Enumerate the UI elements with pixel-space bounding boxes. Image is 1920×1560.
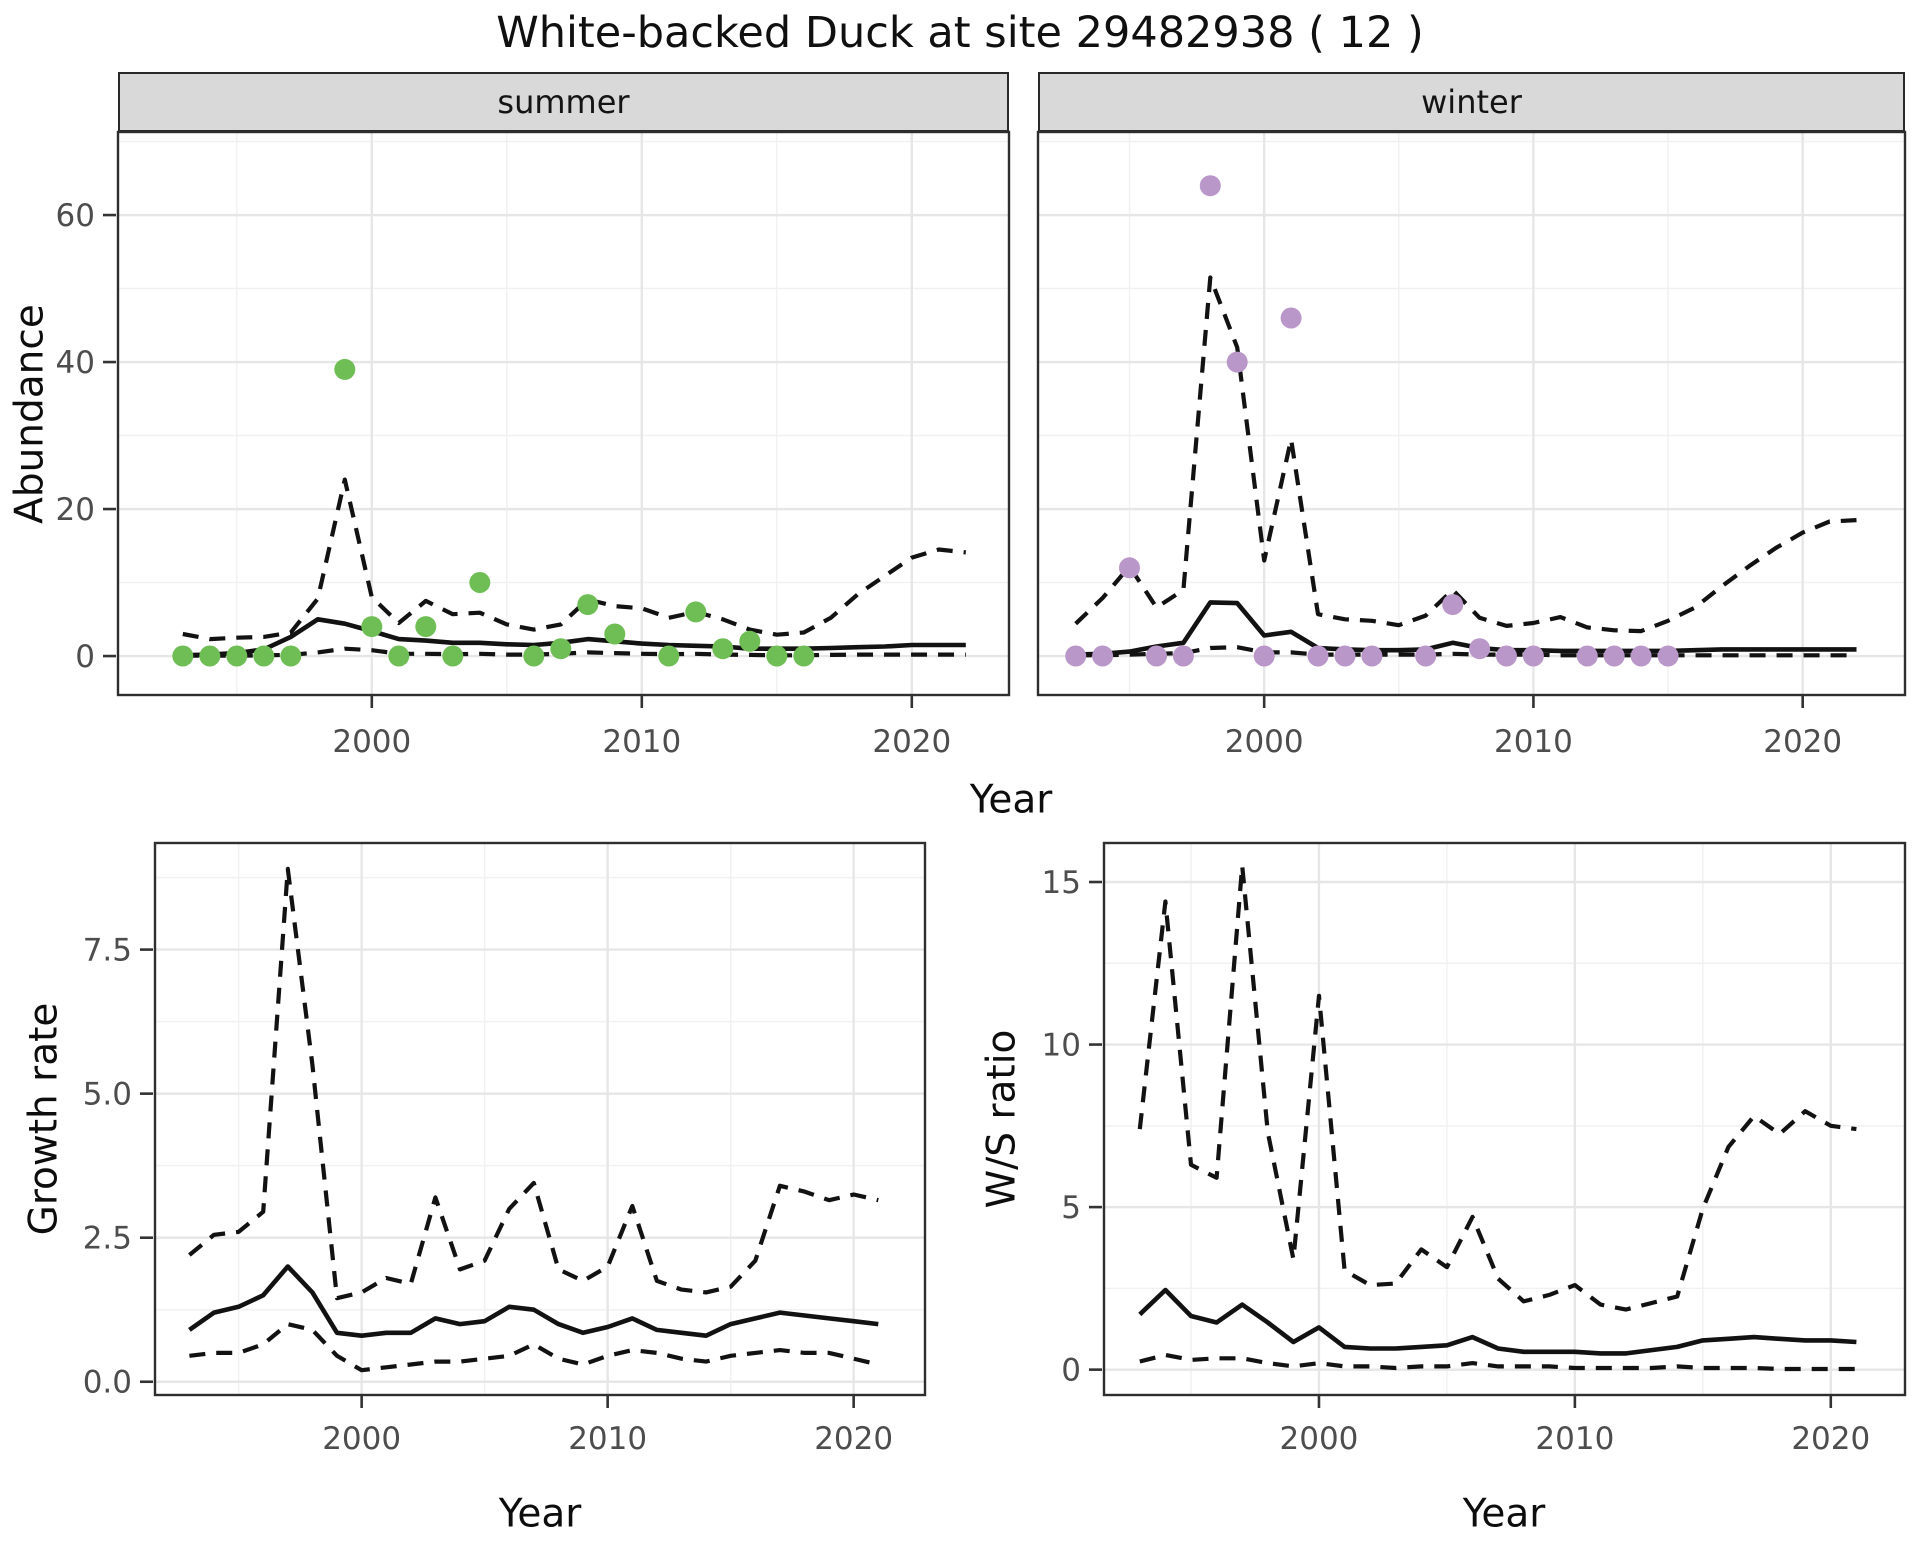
abundance_winter-observation-point	[1280, 307, 1302, 329]
abundance_summer-observation-point	[712, 638, 734, 660]
abundance_summer-observation-point	[766, 645, 788, 667]
abundance_summer-observation-point	[199, 645, 221, 667]
growth_rate-y-tick-label: 5.0	[83, 1077, 132, 1113]
abundance_summer-observation-point	[793, 645, 815, 667]
growth_rate-y-tick-label: 2.5	[83, 1221, 132, 1257]
abundance_summer-panel-border	[116, 130, 1011, 697]
ws_ratio-lower_ci_dashed-line	[1139, 1352, 1857, 1372]
abundance_winter-observation-point	[1065, 645, 1087, 667]
abundance_summer-observation-point	[739, 630, 761, 652]
abundance_summer-median_solid-line	[182, 617, 966, 658]
abundance_summer-observation-point	[577, 594, 599, 616]
abundance_winter-observation-point	[1172, 645, 1194, 667]
abundance_summer-upper_ci_dashed-line	[182, 477, 967, 642]
y-axis-title-growth-rate: Growth rate	[21, 1002, 67, 1236]
abundance_winter-observation-point	[1496, 645, 1517, 667]
abundance_summer-observation-point	[172, 645, 194, 667]
plot-title: White-backed Duck at site 29482938 ( 12 …	[496, 8, 1424, 58]
abundance_summer-observation-point	[685, 601, 707, 623]
abundance_summer-observation-point	[334, 358, 356, 380]
abundance_winter-observation-point	[1657, 645, 1679, 667]
abundance_summer-observation-point	[226, 645, 248, 667]
abundance_winter-lower_ci_dashed-line	[1075, 645, 1857, 658]
abundance_summer-observation-point	[469, 572, 491, 593]
y-axis-title-abundance: Abundance	[7, 304, 53, 524]
growth_rate-y-tick-label: 0.0	[83, 1365, 132, 1401]
abundance_winter-panel-background	[1038, 132, 1905, 695]
abundance_summer-observation-point	[550, 638, 572, 660]
y-axis-title-ws-ratio: W/S ratio	[979, 1029, 1025, 1209]
facet-strip-winter-label: winter	[1421, 83, 1522, 121]
abundance_winter-upper_ci_dashed-line	[1074, 275, 1857, 634]
ws_ratio-x-tick-label: 2000	[1280, 1421, 1359, 1457]
abundance_summer-observation-point	[523, 645, 545, 667]
growth_rate-median_solid-line	[188, 1264, 879, 1338]
abundance_summer-y-tick-label: 20	[56, 492, 95, 528]
abundance_summer-y-tick-label: 60	[56, 198, 95, 234]
abundance_winter-panel-border	[1036, 130, 1907, 697]
ws_ratio-y-tick-label: 0	[1061, 1353, 1081, 1389]
growth_rate-x-tick-label: 2010	[568, 1421, 647, 1457]
facet-strip-summer-label: summer	[497, 83, 630, 121]
abundance_winter-x-tick-label: 2000	[1225, 724, 1304, 760]
abundance_summer-observation-point	[658, 645, 680, 667]
abundance_summer-observation-point	[253, 645, 275, 667]
abundance_winter-observation-point	[1522, 645, 1544, 667]
abundance_summer-x-tick-label: 2010	[602, 724, 681, 760]
abundance_winter-observation-point	[1576, 645, 1598, 667]
abundance_summer-panel-background	[118, 132, 1009, 695]
abundance_winter-observation-point	[1630, 645, 1652, 667]
growth_rate-x-tick-label: 2000	[322, 1421, 401, 1457]
abundance_summer-y-tick-label: 0	[75, 639, 95, 675]
ws_ratio-y-tick-label: 15	[1042, 865, 1081, 901]
ws_ratio-median_solid-line	[1138, 1287, 1857, 1356]
ws_ratio-x-tick-label: 2020	[1791, 1421, 1870, 1457]
abundance_winter-x-tick-label: 2020	[1763, 724, 1842, 760]
abundance_summer-observation-point	[442, 645, 464, 667]
abundance_summer-x-tick-label: 2000	[332, 724, 411, 760]
abundance_winter-observation-point	[1442, 594, 1464, 616]
abundance_summer-observation-point	[361, 616, 383, 638]
ws_ratio-y-tick-label: 10	[1042, 1028, 1081, 1064]
abundance_summer-observation-point	[388, 645, 410, 667]
abundance_winter-observation-point	[1199, 175, 1221, 197]
abundance_summer-observation-point	[415, 616, 437, 638]
growth_rate-y-tick-label: 7.5	[83, 933, 132, 969]
abundance_summer-y-tick-label: 40	[56, 345, 95, 381]
abundance_winter-observation-point	[1226, 351, 1248, 373]
abundance_winter-observation-point	[1119, 557, 1140, 579]
growth_rate-upper_ci_dashed-line	[188, 866, 879, 1301]
x-axis-title-year-top: Year	[969, 777, 1053, 823]
abundance_winter-observation-point	[1603, 645, 1625, 667]
ws_ratio-panel-border	[1102, 841, 1907, 1397]
abundance_winter-observation-point	[1092, 645, 1114, 667]
growth_rate-panel-border	[153, 841, 927, 1397]
x-axis-title-year-ws: Year	[1462, 1491, 1546, 1537]
abundance_summer-lower_ci_dashed-line	[182, 646, 966, 658]
x-axis-title-year-growth: Year	[498, 1491, 582, 1537]
abundance_winter-observation-point	[1253, 645, 1275, 667]
abundance_winter-observation-point	[1307, 645, 1329, 667]
abundance_winter-median_solid-line	[1075, 600, 1857, 657]
facet-strip-winter: winter	[1038, 72, 1905, 132]
ws_ratio-upper_ci_dashed-line	[1137, 863, 1857, 1312]
abundance_summer-observation-point	[604, 623, 626, 645]
abundance_summer-x-tick-label: 2020	[872, 724, 951, 760]
abundance_winter-observation-point	[1361, 645, 1383, 667]
abundance_winter-x-tick-label: 2010	[1494, 724, 1573, 760]
abundance_winter-observation-point	[1469, 638, 1491, 660]
abundance_winter-observation-point	[1415, 645, 1437, 667]
growth_rate-x-tick-label: 2020	[814, 1421, 893, 1457]
abundance_winter-observation-point	[1146, 645, 1167, 667]
facet-strip-summer: summer	[118, 72, 1009, 132]
abundance_winter-observation-point	[1334, 645, 1356, 667]
ws_ratio-panel-background	[1104, 843, 1905, 1395]
ws_ratio-x-tick-label: 2010	[1535, 1421, 1614, 1457]
abundance_summer-observation-point	[280, 645, 302, 667]
ws_ratio-y-tick-label: 5	[1061, 1190, 1081, 1226]
